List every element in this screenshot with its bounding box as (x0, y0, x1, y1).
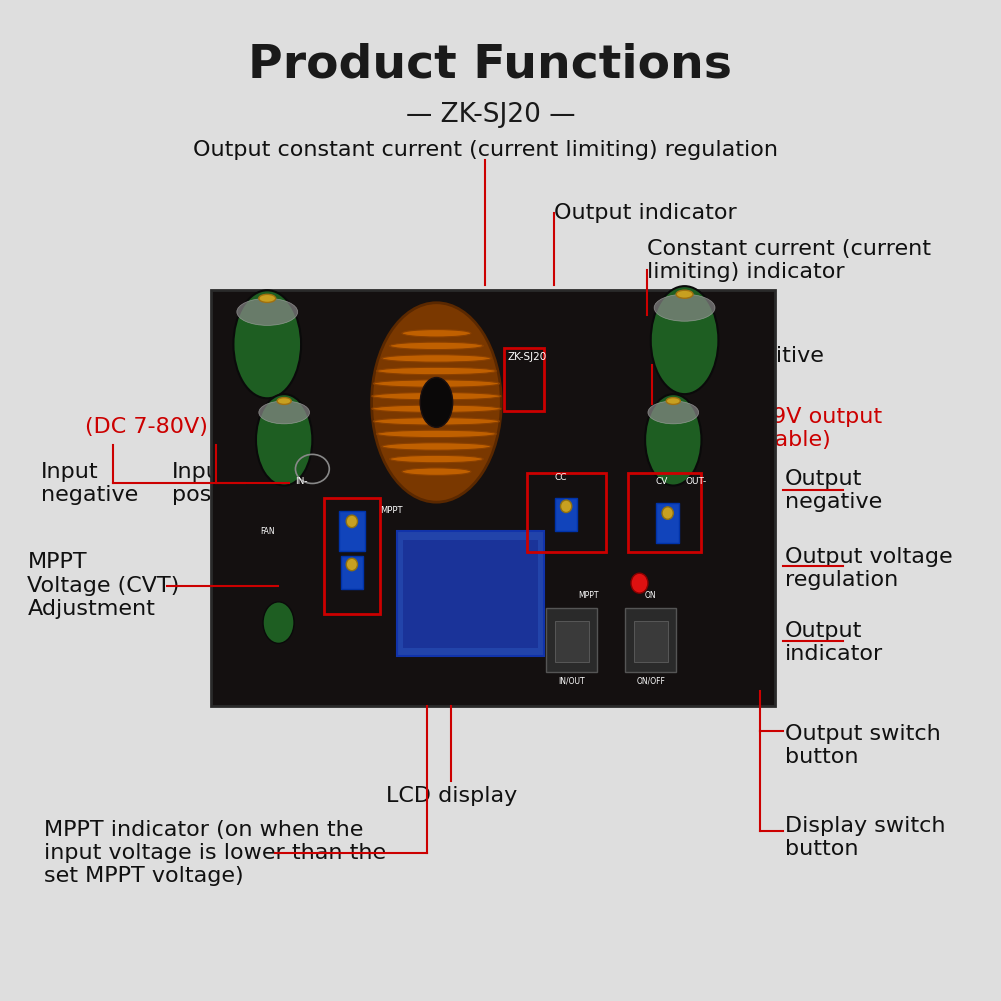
Ellipse shape (401, 467, 471, 475)
Ellipse shape (233, 290, 301, 398)
Ellipse shape (259, 401, 309, 423)
Ellipse shape (263, 602, 294, 644)
Text: FAN: FAN (260, 527, 274, 536)
Text: MPPT: MPPT (380, 506, 402, 515)
Ellipse shape (376, 430, 496, 437)
Text: LCD display: LCD display (385, 786, 517, 806)
Text: Output
negative: Output negative (785, 468, 882, 513)
Text: Output constant current (current limiting) regulation: Output constant current (current limitin… (193, 140, 778, 160)
Ellipse shape (381, 442, 491, 450)
Text: ON/OFF: ON/OFF (637, 677, 666, 686)
Ellipse shape (381, 354, 491, 362)
Ellipse shape (346, 559, 357, 571)
Ellipse shape (259, 294, 275, 302)
Bar (211, 290, 775, 706)
Text: Input
negative: Input negative (41, 461, 138, 506)
Text: Product Functions: Product Functions (248, 43, 733, 87)
Bar (402, 540, 538, 648)
Bar (547, 608, 598, 673)
Text: Input
positive: Input positive (171, 461, 259, 506)
Text: ZK-SJ20: ZK-SJ20 (508, 351, 547, 361)
Ellipse shape (401, 329, 471, 337)
Ellipse shape (373, 417, 499, 425)
Ellipse shape (420, 377, 452, 427)
Text: MPPT: MPPT (579, 592, 599, 601)
Bar (323, 498, 380, 615)
Text: Constant current (current
limiting) indicator: Constant current (current limiting) indi… (648, 238, 931, 282)
Ellipse shape (371, 405, 502, 412)
Bar (340, 557, 363, 590)
Text: ON: ON (645, 592, 657, 601)
Text: CV: CV (656, 476, 669, 485)
Text: Output
indicator: Output indicator (785, 621, 883, 665)
Bar (527, 473, 606, 552)
Text: — ZK-SJ20 —: — ZK-SJ20 — (405, 102, 576, 128)
Ellipse shape (389, 342, 483, 349)
Ellipse shape (561, 500, 572, 513)
Bar (657, 504, 679, 543)
Ellipse shape (389, 455, 483, 462)
Bar (397, 532, 544, 656)
Bar (634, 621, 668, 662)
Ellipse shape (648, 401, 699, 423)
Bar (555, 621, 589, 662)
Ellipse shape (373, 379, 499, 387)
Ellipse shape (631, 574, 648, 594)
Ellipse shape (667, 397, 681, 404)
Ellipse shape (645, 394, 702, 485)
Text: IN/OUT: IN/OUT (559, 677, 586, 686)
Ellipse shape (376, 367, 496, 374)
Ellipse shape (654, 294, 715, 321)
Bar (339, 512, 364, 551)
Ellipse shape (662, 507, 674, 520)
Text: Output voltage
regulation: Output voltage regulation (785, 547, 952, 591)
Text: IN-: IN- (294, 476, 307, 485)
Text: OUT-: OUT- (686, 476, 707, 485)
Ellipse shape (237, 298, 297, 325)
Text: (DC 7-80V): (DC 7-80V) (85, 417, 208, 437)
Text: MPPT indicator (on when the
input voltage is lower than the
set MPPT voltage): MPPT indicator (on when the input voltag… (44, 820, 386, 886)
Ellipse shape (651, 286, 719, 394)
Text: Output switch
button: Output switch button (785, 724, 940, 768)
Ellipse shape (371, 392, 502, 400)
Ellipse shape (371, 302, 502, 503)
Text: MPPT
Voltage (CVT)
Adjustment: MPPT Voltage (CVT) Adjustment (27, 553, 180, 619)
Bar (555, 498, 578, 532)
Text: (1.4-79V output
adjustable): (1.4-79V output adjustable) (706, 406, 882, 450)
Ellipse shape (277, 397, 291, 404)
Bar (626, 608, 676, 673)
Text: CC: CC (555, 472, 567, 481)
Ellipse shape (256, 394, 312, 485)
Ellipse shape (346, 516, 357, 528)
Text: Display switch
button: Display switch button (785, 816, 945, 860)
Ellipse shape (676, 290, 693, 298)
Bar (629, 473, 702, 552)
Text: Output positive: Output positive (653, 346, 824, 366)
Text: Output indicator: Output indicator (555, 203, 737, 223)
Bar (505, 348, 544, 410)
